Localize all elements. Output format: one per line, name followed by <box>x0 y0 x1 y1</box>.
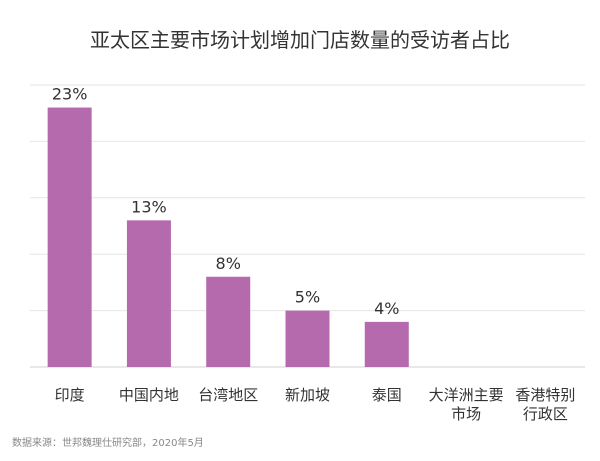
bar <box>364 321 409 367</box>
bar <box>206 276 251 367</box>
category-label: 泰国 <box>372 386 402 404</box>
bar <box>126 220 171 367</box>
bars <box>47 107 409 367</box>
bar <box>47 107 92 367</box>
category-label: 香港特别行政区 <box>515 386 575 423</box>
chart-title: 亚太区主要市场计划增加门店数量的受访者占比 <box>90 28 510 52</box>
source-note: 数据来源：世邦魏理仕研究部，2020年5月 <box>12 436 204 449</box>
bar <box>285 310 330 367</box>
data-label: 13% <box>131 197 167 216</box>
category-label: 大洋洲主要市场 <box>429 386 504 423</box>
category-label: 新加坡 <box>285 386 330 404</box>
data-label: 8% <box>216 254 241 273</box>
value-labels: 23% 13% 8% 5% 4% <box>52 85 400 318</box>
category-label: 印度 <box>55 386 85 404</box>
category-label: 中国内地 <box>119 386 179 404</box>
data-label: 4% <box>374 299 399 318</box>
data-label: 5% <box>295 288 320 307</box>
category-label: 台湾地区 <box>198 386 258 404</box>
data-label: 23% <box>52 85 88 104</box>
